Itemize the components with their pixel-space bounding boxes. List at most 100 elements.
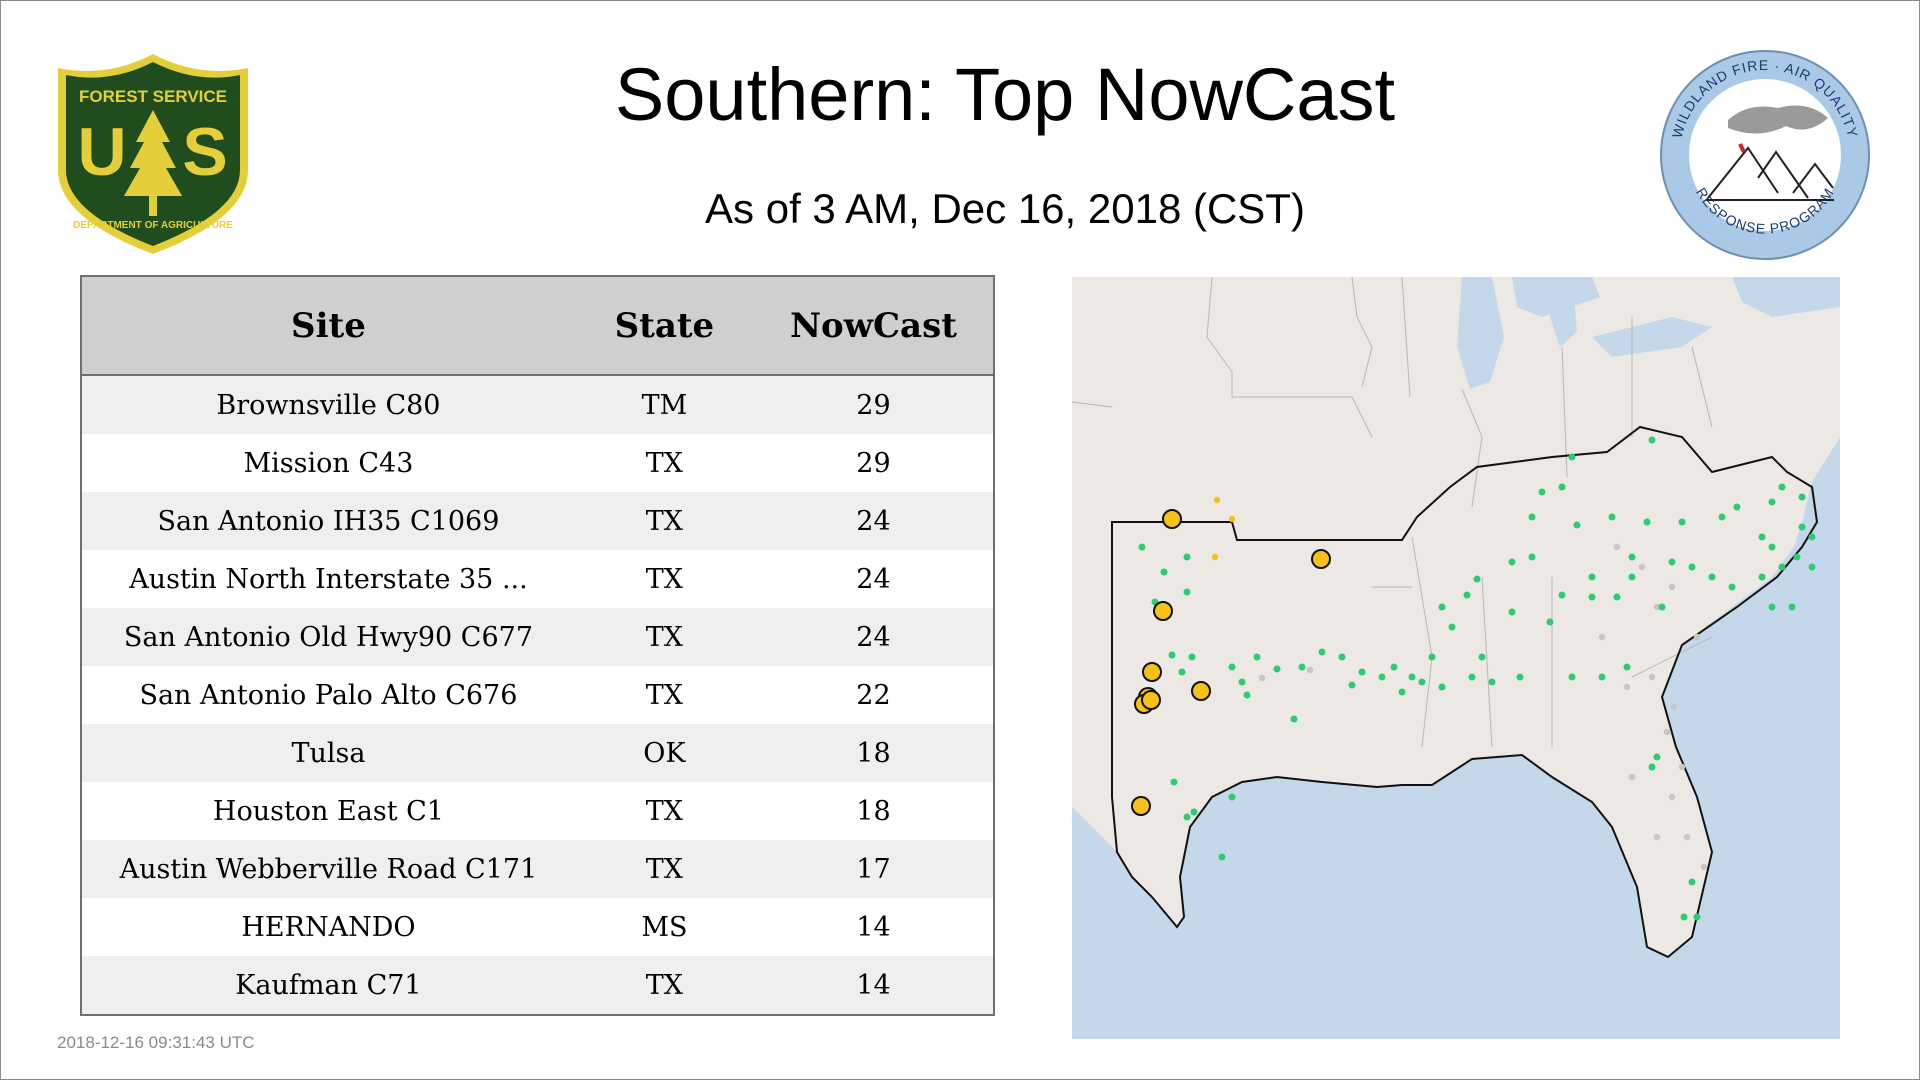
monitor-site-marker[interactable] (1663, 728, 1671, 736)
monitor-site-marker[interactable] (1190, 808, 1198, 816)
monitor-site-marker[interactable] (1528, 553, 1536, 561)
monitor-site-marker[interactable] (1258, 674, 1266, 682)
monitor-site-marker[interactable] (1793, 553, 1801, 561)
monitor-site-marker[interactable] (1418, 678, 1426, 686)
monitor-site-marker[interactable] (1318, 648, 1326, 656)
monitor-site-marker[interactable] (1808, 563, 1816, 571)
monitor-site-marker[interactable] (1678, 518, 1686, 526)
monitor-site-marker[interactable] (1348, 681, 1356, 689)
monitor-site-marker[interactable] (1623, 663, 1631, 671)
top-site-marker[interactable] (1141, 690, 1161, 710)
monitor-site-marker[interactable] (1398, 688, 1406, 696)
top-site-marker[interactable] (1142, 662, 1162, 682)
monitor-site-marker[interactable] (1648, 436, 1656, 444)
monitor-site-marker[interactable] (1358, 668, 1366, 676)
monitor-site-marker[interactable] (1638, 563, 1646, 571)
monitor-site-marker[interactable] (1768, 543, 1776, 551)
monitor-site-marker[interactable] (1778, 563, 1786, 571)
monitor-site-marker[interactable] (1478, 653, 1486, 661)
monitor-site-marker[interactable] (1558, 483, 1566, 491)
top-site-marker[interactable] (1191, 681, 1211, 701)
monitor-site-marker[interactable] (1508, 608, 1516, 616)
monitor-site-marker[interactable] (1768, 498, 1776, 506)
monitor-site-marker[interactable] (1788, 603, 1796, 611)
monitor-site-marker[interactable] (1608, 513, 1616, 521)
top-site-marker[interactable] (1162, 509, 1182, 529)
monitor-site-marker[interactable] (1516, 673, 1524, 681)
monitor-site-marker[interactable] (1253, 653, 1261, 661)
monitor-site-marker[interactable] (1528, 513, 1536, 521)
monitor-site-marker[interactable] (1211, 553, 1219, 561)
monitor-site-marker[interactable] (1558, 591, 1566, 599)
top-site-marker[interactable] (1131, 796, 1151, 816)
monitor-site-marker[interactable] (1568, 673, 1576, 681)
monitor-site-marker[interactable] (1628, 773, 1636, 781)
monitor-site-marker[interactable] (1298, 663, 1306, 671)
monitor-site-marker[interactable] (1653, 833, 1661, 841)
monitor-site-marker[interactable] (1573, 521, 1581, 529)
monitor-site-marker[interactable] (1693, 633, 1701, 641)
monitor-site-marker[interactable] (1428, 653, 1436, 661)
monitor-site-marker[interactable] (1778, 483, 1786, 491)
monitor-site-marker[interactable] (1183, 588, 1191, 596)
monitor-site-marker[interactable] (1598, 633, 1606, 641)
site-map[interactable] (1071, 276, 1840, 1039)
monitor-site-marker[interactable] (1670, 703, 1678, 711)
monitor-site-marker[interactable] (1228, 663, 1236, 671)
monitor-site-marker[interactable] (1718, 513, 1726, 521)
monitor-site-marker[interactable] (1378, 673, 1386, 681)
monitor-site-marker[interactable] (1508, 558, 1516, 566)
top-site-marker[interactable] (1153, 601, 1173, 621)
monitor-site-marker[interactable] (1758, 533, 1766, 541)
monitor-site-marker[interactable] (1613, 593, 1621, 601)
monitor-site-marker[interactable] (1808, 533, 1816, 541)
monitor-site-marker[interactable] (1438, 683, 1446, 691)
monitor-site-marker[interactable] (1680, 913, 1688, 921)
monitor-site-marker[interactable] (1546, 618, 1554, 626)
monitor-site-marker[interactable] (1643, 518, 1651, 526)
monitor-site-marker[interactable] (1228, 515, 1236, 523)
monitor-site-marker[interactable] (1798, 493, 1806, 501)
monitor-site-marker[interactable] (1628, 573, 1636, 581)
monitor-site-marker[interactable] (1693, 913, 1701, 921)
monitor-site-marker[interactable] (1653, 603, 1661, 611)
monitor-site-marker[interactable] (1598, 673, 1606, 681)
monitor-site-marker[interactable] (1613, 543, 1621, 551)
monitor-site-marker[interactable] (1290, 715, 1298, 723)
monitor-site-marker[interactable] (1588, 573, 1596, 581)
monitor-site-marker[interactable] (1178, 668, 1186, 676)
monitor-site-marker[interactable] (1238, 678, 1246, 686)
monitor-site-marker[interactable] (1273, 665, 1281, 673)
monitor-site-marker[interactable] (1628, 553, 1636, 561)
monitor-site-marker[interactable] (1160, 568, 1168, 576)
monitor-site-marker[interactable] (1768, 603, 1776, 611)
monitor-site-marker[interactable] (1170, 778, 1178, 786)
monitor-site-marker[interactable] (1733, 503, 1741, 511)
monitor-site-marker[interactable] (1568, 453, 1576, 461)
monitor-site-marker[interactable] (1338, 653, 1346, 661)
monitor-site-marker[interactable] (1728, 583, 1736, 591)
monitor-site-marker[interactable] (1218, 853, 1226, 861)
monitor-site-marker[interactable] (1168, 651, 1176, 659)
monitor-site-marker[interactable] (1688, 878, 1696, 886)
monitor-site-marker[interactable] (1668, 558, 1676, 566)
monitor-site-marker[interactable] (1700, 863, 1708, 871)
top-site-marker[interactable] (1311, 549, 1331, 569)
monitor-site-marker[interactable] (1183, 813, 1191, 821)
monitor-site-marker[interactable] (1243, 691, 1251, 699)
monitor-site-marker[interactable] (1798, 523, 1806, 531)
monitor-site-marker[interactable] (1758, 573, 1766, 581)
monitor-site-marker[interactable] (1463, 591, 1471, 599)
monitor-site-marker[interactable] (1668, 793, 1676, 801)
monitor-site-marker[interactable] (1138, 543, 1146, 551)
monitor-site-marker[interactable] (1438, 603, 1446, 611)
monitor-site-marker[interactable] (1188, 653, 1196, 661)
monitor-site-marker[interactable] (1653, 753, 1661, 761)
monitor-site-marker[interactable] (1408, 673, 1416, 681)
monitor-site-marker[interactable] (1228, 793, 1236, 801)
monitor-site-marker[interactable] (1658, 603, 1666, 611)
monitor-site-marker[interactable] (1306, 666, 1314, 674)
monitor-site-marker[interactable] (1683, 833, 1691, 841)
monitor-site-marker[interactable] (1538, 488, 1546, 496)
monitor-site-marker[interactable] (1623, 683, 1631, 691)
